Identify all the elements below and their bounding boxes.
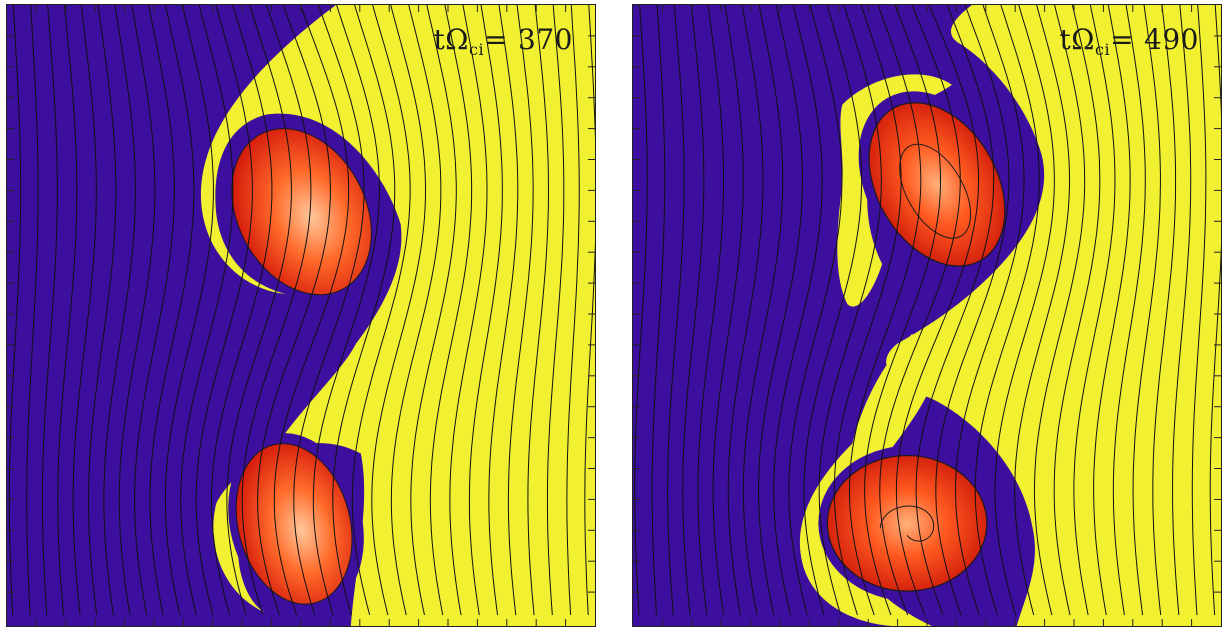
field-line: [390, 5, 442, 616]
field-line: [682, 5, 705, 616]
field-line: [915, 5, 995, 616]
field-line: [1132, 5, 1161, 616]
field-line: [410, 5, 457, 616]
field-line: [371, 5, 426, 616]
field-line: [742, 5, 784, 616]
field-line: [41, 5, 58, 616]
field-line: [26, 5, 39, 616]
field-line: [226, 5, 292, 616]
field-line: [312, 5, 380, 616]
magnetic-field-lines: [634, 5, 1221, 616]
field-line: [8, 5, 22, 616]
field-line: [584, 5, 595, 616]
time-label: tΩci= 370: [433, 23, 573, 59]
field-line: [332, 5, 396, 616]
field-line: [527, 5, 549, 616]
field-line: [1112, 5, 1146, 616]
lower-vortex: [818, 445, 1002, 602]
field-line: [1014, 5, 1071, 616]
field-line: [211, 5, 273, 616]
axis-ticks: [633, 5, 1221, 626]
field-line: [994, 5, 1055, 616]
field-line: [72, 5, 97, 616]
field-line: [118, 5, 156, 616]
field-line: [1172, 5, 1192, 616]
field-line: [103, 5, 136, 616]
field-line: [667, 5, 685, 616]
field-line: [651, 5, 666, 616]
field-line: [712, 5, 744, 616]
field-line: [351, 5, 411, 616]
field-line: [758, 5, 803, 616]
field-line: [1191, 5, 1207, 616]
field-line: [1073, 5, 1116, 616]
field-line: [273, 5, 350, 616]
field-line: [833, 5, 902, 616]
field-line: [449, 5, 488, 616]
field-line: [257, 5, 331, 616]
field-line: [864, 5, 942, 616]
field-line: [974, 5, 1040, 616]
simulation-panel-right: tΩci= 490: [632, 4, 1222, 627]
field-line: [895, 5, 980, 616]
upper-vortex: [227, 116, 385, 302]
axis-ticks: [7, 5, 595, 626]
field-line: [149, 5, 195, 616]
field-line: [429, 5, 473, 616]
field-line: [1053, 5, 1101, 616]
vortex-field-plot-right: [633, 5, 1221, 626]
field-line: [879, 5, 961, 616]
field-line: [546, 5, 565, 616]
field-line: [1033, 5, 1086, 616]
field-line: [134, 5, 175, 616]
field-line: [773, 5, 823, 616]
field-line: [955, 5, 1025, 616]
field-line: [88, 5, 117, 616]
yellow-sheet-region: [886, 5, 1221, 626]
field-line: [1093, 5, 1131, 616]
field-line: [935, 5, 1010, 616]
field-line: [848, 5, 922, 616]
field-line: [1152, 5, 1177, 616]
time-label: tΩci= 490: [1059, 23, 1199, 59]
magnetic-field-lines: [8, 5, 595, 616]
field-line: [566, 5, 580, 616]
field-line: [727, 5, 764, 616]
field-line: [803, 5, 863, 616]
field-line: [818, 5, 882, 616]
field-line: [788, 5, 843, 616]
field-line: [488, 5, 519, 616]
field-line: [164, 5, 214, 616]
field-line: [180, 5, 234, 616]
field-line: [293, 5, 365, 616]
field-line: [241, 5, 312, 616]
vortex-field-plot-left: [7, 5, 595, 626]
field-line: [634, 5, 648, 616]
field-line: [507, 5, 534, 616]
field-line: [697, 5, 724, 616]
field-line: [1209, 5, 1221, 616]
simulation-panel-left: tΩci= 370: [6, 4, 596, 627]
field-line: [195, 5, 253, 616]
field-line: [57, 5, 78, 616]
field-line: [468, 5, 503, 616]
yellow-sheet-region: [200, 5, 595, 626]
